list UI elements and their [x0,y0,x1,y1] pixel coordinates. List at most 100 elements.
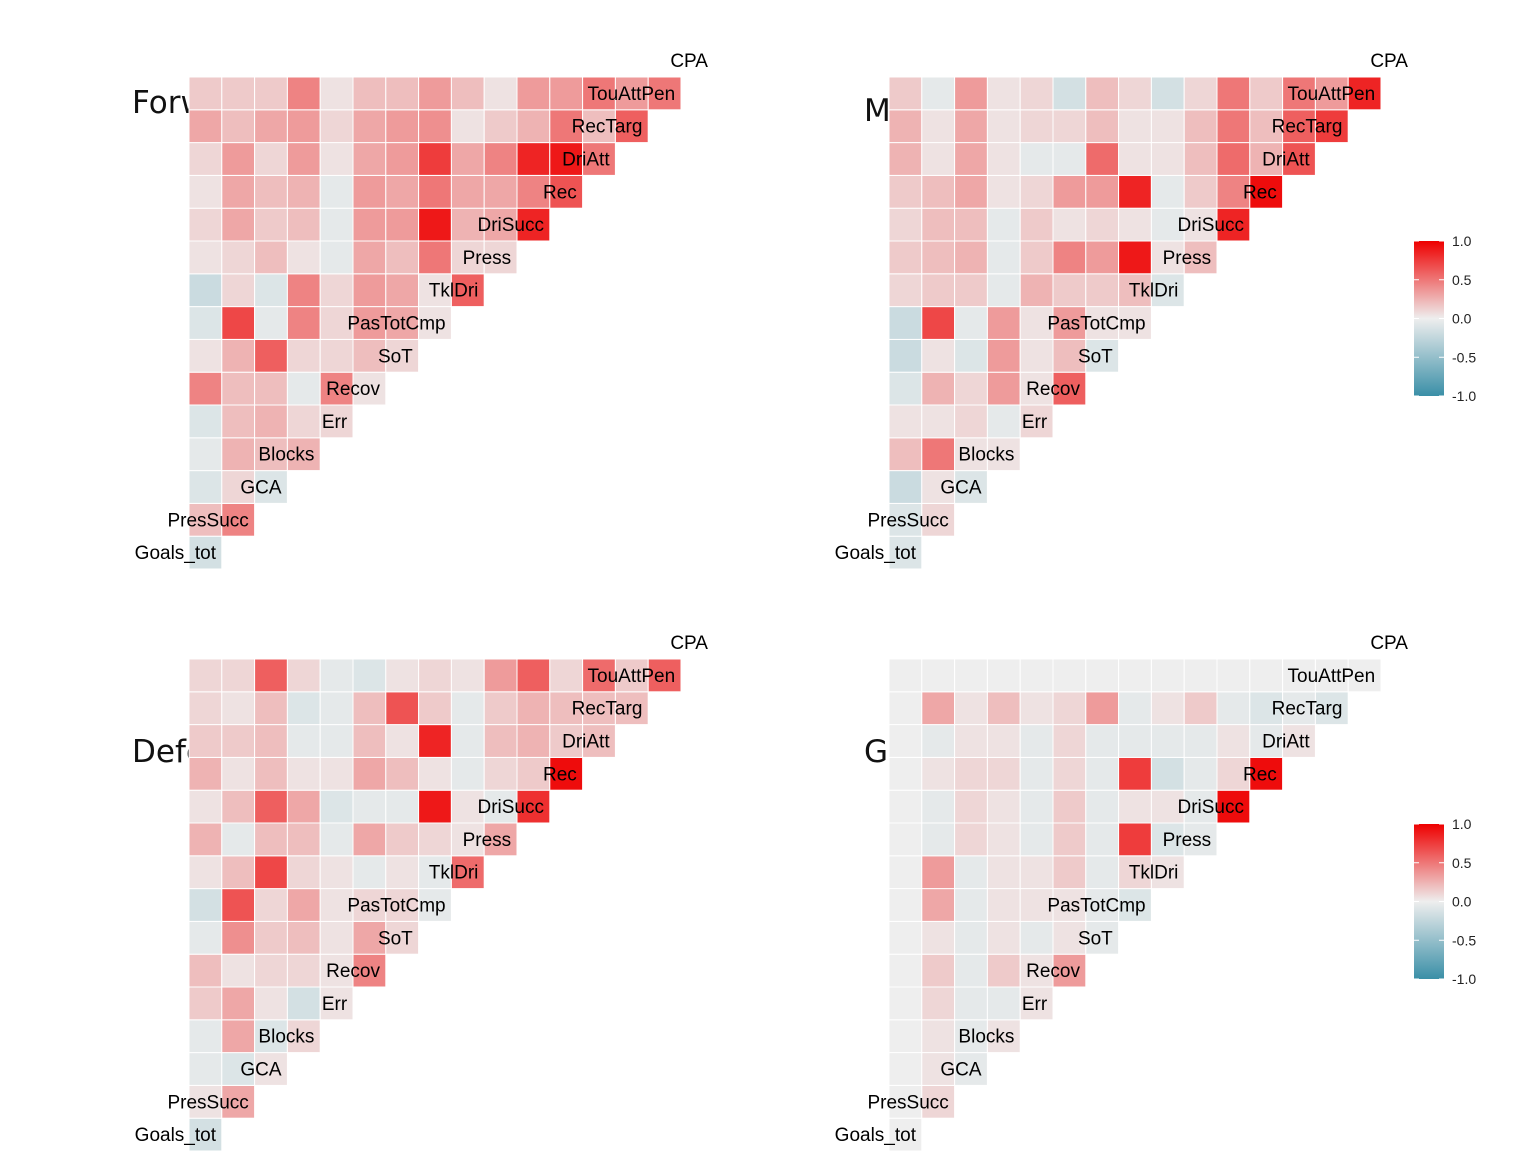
colorbar-tick-label: 1.0 [1452,233,1472,249]
heatmap-cell [1118,240,1152,275]
heatmap-cell [888,986,923,1021]
heatmap-cell [418,109,452,144]
heatmap-cell [319,273,354,308]
heatmap-cell [352,953,387,988]
variable-label: DriAtt [562,150,610,171]
variable-label: Err [322,412,348,433]
heatmap-cell [954,404,988,439]
heatmap-cell [1216,658,1251,693]
heatmap-cell [986,109,1021,144]
heatmap-cell [921,1019,956,1054]
heatmap-cell [888,240,923,275]
variable-label: TklDri [1129,863,1179,884]
heatmap-cell [888,404,923,439]
heatmap-cell [254,207,288,242]
heatmap-cell [188,109,223,144]
heatmap-cell [385,273,420,308]
heatmap-cell [1052,756,1087,791]
heatmap-cell [954,888,988,922]
heatmap-cell [1150,691,1185,726]
heatmap-cell [888,1052,923,1086]
heatmap-cell [286,338,321,373]
colorbar-tick-label: 1.0 [1452,816,1472,832]
heatmap-cell [1052,888,1087,922]
heatmap-cell [1052,273,1087,308]
heatmap-cell [254,1052,288,1086]
heatmap-cell [582,658,616,693]
colorbar-tick-label: 0.5 [1452,855,1472,871]
heatmap-cell [254,142,288,176]
heatmap-cell [483,724,518,758]
heatmap-cell [647,76,682,111]
heatmap-cell [1216,724,1251,758]
heatmap-cell [954,174,988,209]
heatmap-cell [1019,658,1054,693]
heatmap-cell [286,822,321,857]
heatmap-cell [549,76,584,111]
heatmap-cell [954,470,988,504]
heatmap-cell [352,756,387,791]
heatmap-cell [1282,142,1316,176]
variable-label: Rec [1243,764,1277,785]
heatmap-cell [549,658,584,693]
heatmap-cell [221,338,256,373]
heatmap-cell [188,437,223,472]
heatmap-cell [385,855,420,890]
heatmap-cell [986,855,1021,890]
heatmap-cell [888,142,923,176]
variable-label: TklDri [1129,281,1179,302]
heatmap-cell [1019,273,1054,308]
heatmap-cell [254,888,288,922]
heatmap-cell [1019,756,1054,791]
heatmap-cell [1052,789,1087,824]
heatmap-cell [1052,822,1087,857]
heatmap-cell [1183,724,1218,758]
heatmap-cell [221,855,256,890]
heatmap-cell [221,76,256,111]
variable-label: Press [463,248,512,269]
heatmap-cell [1118,724,1152,758]
heatmap-cell [385,174,420,209]
heatmap-cell [286,658,321,693]
heatmap-cell [221,404,256,439]
heatmap-cell [954,306,988,340]
variable-label: SoT [378,346,413,367]
heatmap-cell [385,888,420,922]
heatmap-cell [921,658,956,693]
heatmap-cell [319,371,354,406]
variable-label: Goals_tot [835,543,917,564]
heatmap-cell [888,502,923,537]
heatmap-cell [418,691,452,726]
heatmap-cell [986,240,1021,275]
heatmap-cell [286,306,321,340]
heatmap-cell [1183,76,1218,111]
heatmap-cell [921,109,956,144]
heatmap-cell [221,986,256,1021]
heatmap-cell [254,691,288,726]
heatmap-cell [954,658,988,693]
heatmap-cell [385,691,420,726]
variable-label: PresSucc [167,1092,248,1113]
heatmap-cell [921,470,956,504]
heatmap-cell [483,691,518,726]
heatmap-cell [1216,76,1251,111]
heatmap-cell [614,658,649,693]
heatmap-cell [1118,789,1152,824]
variable-label: Recov [1026,379,1080,400]
heatmap-cell [954,371,988,406]
variable-label: TklDri [429,281,479,302]
heatmap-cell [1085,756,1120,791]
heatmap-cell [921,207,956,242]
heatmap-cell [582,76,616,111]
variable-label: SoT [1078,928,1113,949]
heatmap-cell [986,756,1021,791]
heatmap-cell [385,920,420,955]
variable-label: DriAtt [1262,150,1310,171]
heatmap-cell [286,207,321,242]
heatmap-cell [516,109,551,144]
variable-label: DriSucc [477,215,544,236]
heatmap-cell [888,76,923,111]
heatmap-cell [352,691,387,726]
heatmap-cell [286,1019,321,1054]
